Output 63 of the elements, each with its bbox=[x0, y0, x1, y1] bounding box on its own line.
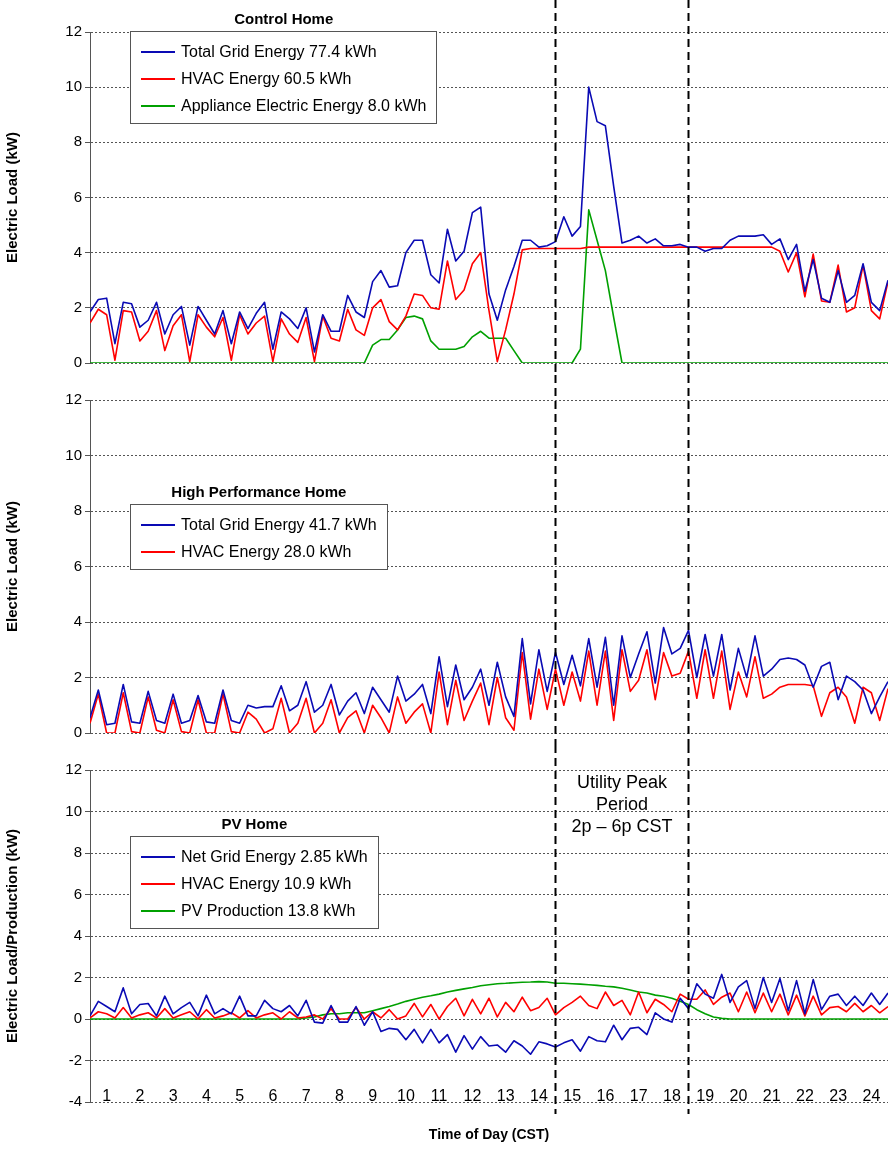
y-tick-label: 12 bbox=[65, 22, 82, 40]
y-tick-label: 10 bbox=[65, 801, 82, 819]
legend-label: Net Grid Energy 2.85 kWh bbox=[181, 847, 368, 866]
x-tick-label: 3 bbox=[168, 1087, 178, 1105]
x-tick-label: 17 bbox=[629, 1087, 648, 1105]
x-tick-label: 11 bbox=[430, 1087, 448, 1105]
y-tick-label: 0 bbox=[73, 1009, 82, 1027]
y-tick-label: 10 bbox=[65, 77, 82, 95]
legend-label: Appliance Electric Energy 8.0 kWh bbox=[181, 96, 427, 115]
y-tick-label: 2 bbox=[73, 297, 82, 315]
x-tick-label: 23 bbox=[829, 1087, 848, 1105]
x-tick-label: 9 bbox=[368, 1087, 378, 1105]
y-tick-label: 4 bbox=[73, 242, 82, 260]
legend-label: HVAC Energy 10.9 kWh bbox=[181, 874, 352, 893]
legend-label: Total Grid Energy 77.4 kWh bbox=[181, 42, 377, 61]
x-tick-label: 13 bbox=[496, 1087, 515, 1105]
y-tick-label: 2 bbox=[73, 967, 82, 985]
chart-title: Control Home bbox=[233, 10, 335, 27]
x-tick-label: 21 bbox=[762, 1087, 781, 1105]
y-tick-label: 2 bbox=[73, 667, 82, 685]
x-tick-label: 24 bbox=[862, 1087, 881, 1105]
annotation: Utility Peak Period 2p – 6p CST bbox=[571, 771, 673, 836]
x-tick-label: 18 bbox=[662, 1087, 681, 1105]
y-tick-label: 4 bbox=[73, 612, 82, 630]
y-tick-label: 12 bbox=[65, 390, 82, 408]
x-tick-label: 10 bbox=[396, 1087, 415, 1105]
legend-label: HVAC Energy 60.5 kWh bbox=[181, 69, 352, 88]
x-tick-label: 7 bbox=[301, 1087, 311, 1105]
x-axis-title: Time of Day (CST) bbox=[427, 1126, 551, 1142]
y-axis-title: Electric Load (kW) bbox=[3, 132, 21, 263]
y-tick-label: 0 bbox=[73, 723, 82, 741]
x-tick-label: 2 bbox=[135, 1087, 145, 1105]
x-tick-label: 15 bbox=[563, 1087, 582, 1105]
text: PV Home bbox=[220, 815, 289, 832]
x-tick-label: 20 bbox=[729, 1087, 748, 1105]
y-tick-label: -2 bbox=[68, 1050, 82, 1068]
x-tick-label: 14 bbox=[529, 1087, 548, 1105]
y-tick-label: 10 bbox=[65, 445, 82, 463]
x-tick-label: 8 bbox=[334, 1087, 344, 1105]
x-tick-label: 6 bbox=[268, 1087, 278, 1105]
x-tick-label: 1 bbox=[102, 1087, 112, 1105]
y-tick-label: 4 bbox=[73, 926, 82, 944]
x-tick-label: 12 bbox=[463, 1087, 482, 1105]
y-axis-title: Electric Load (kW) bbox=[3, 501, 21, 632]
y-tick-label: -4 bbox=[68, 1092, 82, 1110]
y-tick-label: 6 bbox=[73, 187, 82, 205]
y-tick-label: 8 bbox=[73, 132, 82, 150]
y-tick-label: 0 bbox=[73, 353, 82, 371]
legend-label: Total Grid Energy 41.7 kWh bbox=[181, 515, 377, 534]
x-tick-label: 4 bbox=[201, 1087, 211, 1105]
y-tick-label: 12 bbox=[65, 760, 82, 778]
x-tick-label: 22 bbox=[795, 1087, 814, 1105]
y-tick-label: 6 bbox=[73, 556, 82, 574]
y-tick-label: 8 bbox=[73, 501, 82, 519]
y-tick-label: 8 bbox=[73, 843, 82, 861]
y-axis-title: Electric Load/Production (kW) bbox=[3, 828, 21, 1044]
x-tick-label: 5 bbox=[235, 1087, 245, 1105]
legend-label: HVAC Energy 28.0 kWh bbox=[181, 542, 352, 561]
x-tick-label: 19 bbox=[696, 1087, 715, 1105]
legend-label: PV Production 13.8 kWh bbox=[181, 901, 356, 920]
x-tick-label: 16 bbox=[596, 1087, 615, 1105]
text: High Performance Home bbox=[170, 483, 348, 500]
y-tick-label: 6 bbox=[73, 884, 82, 902]
